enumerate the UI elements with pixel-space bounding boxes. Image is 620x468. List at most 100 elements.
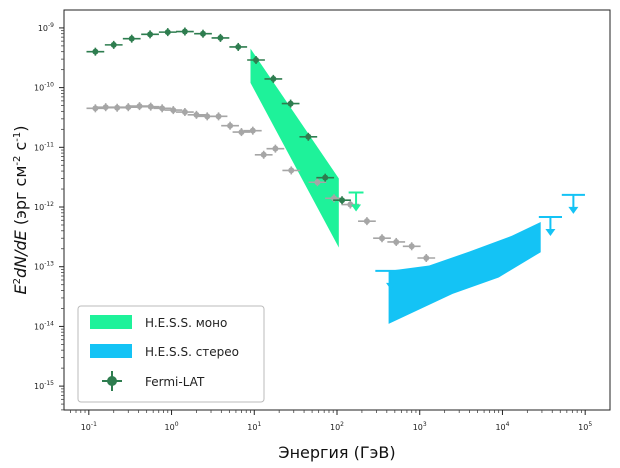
- y-title-part-sup2: 2: [12, 278, 23, 284]
- legend-swatch-hess-stereo: [90, 344, 132, 358]
- grey-marker: [147, 103, 154, 110]
- y-tick-exp: -12: [44, 201, 54, 208]
- grey-point-11: [209, 112, 228, 121]
- grey-marker: [125, 104, 132, 111]
- hess-bands: [250, 48, 541, 324]
- grey-point-25: [417, 253, 436, 262]
- upper-limit-arrowhead: [386, 282, 397, 290]
- grey-marker: [92, 105, 99, 112]
- axis-ticks: [59, 27, 586, 415]
- x-tick-exp: 3: [423, 421, 427, 428]
- fermi-point-9: [247, 56, 265, 65]
- y-tick-label-6: 10-15: [34, 380, 54, 391]
- legend-label-fermi: Fermi-LAT: [145, 375, 205, 389]
- fermi-point-13: [316, 173, 335, 182]
- y-title-part-unit2: с: [11, 142, 30, 156]
- y-tick-base: 10: [34, 322, 44, 331]
- grey-point-15: [254, 150, 273, 159]
- fermi-marker: [199, 30, 206, 37]
- grey-marker: [393, 238, 400, 245]
- fermi-point-11: [281, 99, 300, 108]
- grey-point-21: [358, 217, 376, 226]
- y-tick-base: 10: [34, 203, 44, 212]
- x-tick-exp: 2: [340, 421, 344, 428]
- grey-marker: [272, 145, 279, 152]
- grey-point-22: [373, 234, 391, 243]
- grey-point-17: [282, 166, 301, 175]
- fermi-point-5: [176, 27, 194, 36]
- x-tick-exp: 4: [506, 421, 510, 428]
- x-tick-exp: -1: [91, 421, 97, 428]
- grey-marker: [260, 151, 267, 158]
- fermi-marker: [235, 43, 242, 50]
- grey-marker: [114, 104, 121, 111]
- legend-marker-fermi-dot: [107, 376, 117, 386]
- y-tick-exp: -13: [44, 261, 54, 268]
- y-title-part-supm1: -1: [12, 132, 23, 142]
- legend-box: [77, 305, 265, 403]
- x-tick-label-4: 103: [413, 421, 427, 432]
- y-tick-label-2: 10-11: [34, 141, 54, 152]
- grey-marker: [314, 179, 321, 186]
- grey-point-7: [164, 106, 183, 115]
- y-tick-label-1: 10-10: [34, 82, 54, 93]
- upper-limit-arrowhead: [568, 206, 579, 214]
- grey-point-16: [266, 144, 285, 153]
- y-tick-label-0: 10-9: [38, 22, 54, 33]
- fermi-lat-points: [86, 27, 351, 205]
- fermi-marker: [339, 197, 346, 204]
- band-0: [250, 48, 339, 248]
- x-tick-base: 10: [495, 423, 505, 432]
- grey-marker: [363, 218, 370, 225]
- fermi-point-4: [158, 28, 177, 37]
- y-tick-base: 10: [34, 84, 44, 93]
- fermi-marker: [270, 75, 277, 82]
- x-tick-labels: 10-1 100 101 102 103 104 105: [81, 421, 593, 432]
- grey-point-12: [221, 121, 239, 130]
- y-tick-base: 10: [34, 263, 44, 272]
- grey-marker: [288, 167, 295, 174]
- x-tick-label-1: 100: [165, 421, 179, 432]
- grey-marker: [408, 243, 415, 250]
- band-1: [388, 222, 541, 324]
- grey-marker: [136, 103, 143, 110]
- x-tick-exp: 5: [588, 421, 592, 428]
- x-tick-label-5: 104: [495, 421, 509, 432]
- grey-marker: [238, 129, 245, 136]
- upper-limit-0: [348, 191, 364, 212]
- grey-marker: [423, 254, 430, 261]
- fermi-point-3: [141, 30, 159, 39]
- grey-marker: [379, 235, 386, 242]
- grey-marker: [215, 113, 222, 120]
- x-tick-base: 10: [413, 423, 423, 432]
- grey-point-18: [308, 178, 327, 187]
- grey-point-9: [187, 110, 206, 119]
- x-tick-label-0: 10-1: [81, 421, 97, 432]
- fermi-marker: [92, 48, 99, 55]
- fermi-marker: [110, 41, 117, 48]
- fermi-marker: [287, 100, 294, 107]
- grey-marker: [249, 127, 256, 134]
- fermi-point-14: [333, 196, 351, 205]
- grey-marker: [159, 105, 166, 112]
- grey-point-5: [141, 102, 160, 111]
- x-axis-title: Энергия (ГэВ): [278, 443, 395, 462]
- x-tick-exp: 0: [175, 421, 179, 428]
- y-tick-label-4: 10-13: [34, 261, 54, 272]
- y-title-part-close: ): [11, 126, 30, 132]
- upper-limits: [348, 191, 585, 290]
- y-tick-exp: -14: [44, 320, 54, 327]
- fermi-marker: [164, 29, 171, 36]
- grey-marker: [204, 113, 211, 120]
- upper-limit-arrowhead: [545, 229, 556, 237]
- grey-marker: [170, 107, 177, 114]
- y-title-part-dnde: dN/dE: [11, 229, 30, 278]
- x-tick-base: 10: [247, 423, 257, 432]
- y-tick-exp: -9: [48, 22, 54, 29]
- fermi-marker: [305, 133, 312, 140]
- y-tick-base: 10: [34, 143, 44, 152]
- fermi-point-10: [264, 74, 283, 83]
- x-tick-base: 10: [165, 423, 175, 432]
- x-tick-base: 10: [81, 423, 91, 432]
